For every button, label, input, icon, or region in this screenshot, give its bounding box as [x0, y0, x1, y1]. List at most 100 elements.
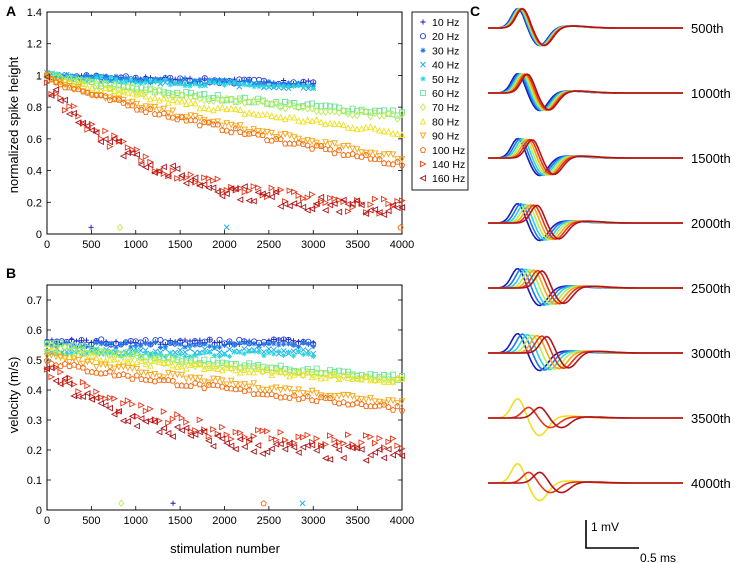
data-point [210, 97, 217, 105]
data-point [380, 127, 388, 135]
data-point [216, 80, 223, 86]
data-point [245, 108, 253, 116]
data-point [318, 103, 325, 110]
data-point [218, 192, 226, 200]
data-point [120, 357, 127, 365]
data-point [290, 83, 297, 89]
data-point [178, 426, 185, 434]
data-point [101, 402, 109, 409]
data-point [120, 363, 127, 371]
data-point [295, 139, 302, 146]
data-point [380, 454, 388, 462]
data-point [358, 375, 365, 383]
data-point [110, 410, 118, 418]
data-point [367, 109, 374, 116]
data-point [113, 77, 119, 83]
data-point [326, 146, 334, 153]
data-point [266, 341, 272, 347]
data-point [259, 386, 267, 394]
data-point [65, 110, 73, 118]
data-point [237, 364, 244, 372]
data-point [61, 375, 69, 382]
data-point [106, 404, 113, 412]
data-point [299, 203, 307, 211]
data-point [214, 376, 222, 383]
data-point [335, 393, 343, 400]
data-point [83, 390, 91, 397]
data-point [308, 104, 316, 113]
data-point [349, 203, 357, 211]
data-point [88, 351, 96, 359]
data-point [246, 386, 253, 393]
voltage-trace [488, 335, 683, 369]
data-point [250, 432, 258, 440]
data-point [93, 369, 100, 376]
data-point [282, 365, 289, 373]
data-point [78, 337, 85, 344]
chart-b-ylabel: velocity (m/s) [6, 357, 21, 434]
data-point [202, 82, 208, 89]
data-point [335, 108, 343, 117]
data-point [93, 349, 100, 358]
data-point [147, 95, 154, 103]
data-point [371, 108, 379, 117]
data-point [398, 398, 406, 405]
data-point [133, 358, 141, 366]
data-point [380, 378, 388, 385]
data-point [75, 85, 82, 93]
outlier-point [88, 224, 94, 230]
data-point [218, 103, 226, 111]
data-point [214, 175, 222, 183]
data-point [250, 380, 258, 388]
data-point [398, 374, 406, 382]
data-point [201, 91, 208, 98]
data-point [191, 431, 199, 438]
data-point [147, 357, 154, 366]
legend-marker [419, 117, 427, 125]
data-point [57, 73, 64, 82]
data-point [93, 127, 101, 135]
data-point [187, 345, 193, 352]
data-point [178, 113, 185, 121]
legend-marker [419, 160, 427, 168]
data-point [277, 113, 284, 121]
data-point [106, 143, 114, 150]
data-point [398, 445, 406, 453]
data-point [380, 401, 388, 408]
legend-entry: 60 Hz [419, 88, 459, 100]
data-point [160, 163, 167, 171]
data-point [205, 364, 213, 371]
data-point [167, 78, 173, 84]
data-point [263, 110, 271, 118]
data-point [295, 103, 302, 112]
data-point [123, 79, 129, 85]
data-point [223, 439, 230, 447]
data-point [167, 340, 173, 346]
data-point [157, 76, 164, 82]
data-point [84, 358, 91, 366]
data-point [345, 208, 352, 215]
data-point [119, 417, 127, 425]
data-point [330, 200, 338, 208]
data-point [277, 368, 284, 376]
data-point [173, 363, 181, 370]
data-point [43, 71, 51, 78]
data-point [155, 428, 163, 436]
data-point [187, 83, 193, 89]
data-point [111, 96, 118, 103]
legend-label: 60 Hz [432, 88, 459, 100]
data-point [138, 353, 144, 359]
data-point [160, 359, 168, 368]
data-point [187, 99, 195, 106]
data-point [88, 120, 96, 128]
data-point [362, 107, 370, 116]
data-point [349, 105, 356, 112]
data-point [286, 440, 293, 447]
data-point [78, 344, 85, 350]
x-tick-label: 2000 [212, 515, 236, 527]
data-point [326, 394, 334, 401]
data-point [367, 394, 374, 402]
data-point [259, 427, 267, 435]
data-point [174, 175, 181, 182]
data-point [197, 77, 203, 83]
